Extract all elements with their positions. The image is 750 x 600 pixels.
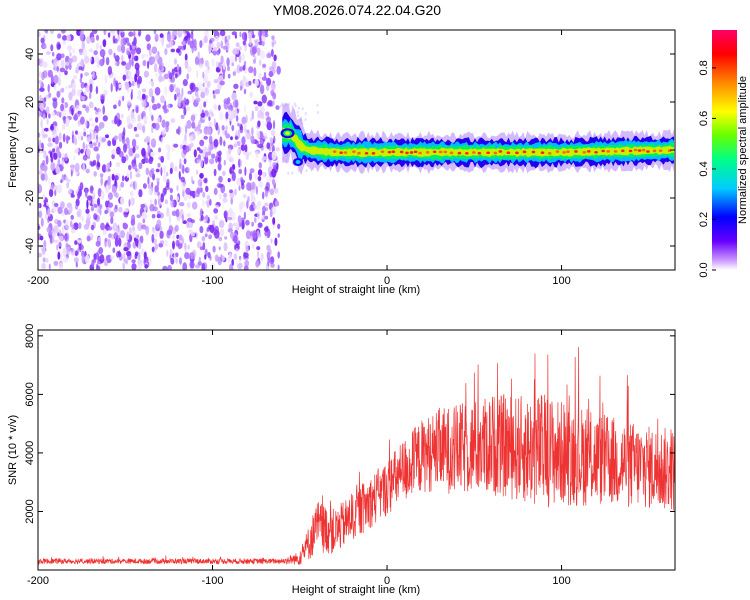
colorbar-tick-label: 0.4 [698,161,710,176]
y-tick-label: 8000 [24,324,36,348]
snr-y-label: SNR (10 * v/v) [7,415,19,485]
x-tick-label: -200 [27,275,49,287]
noise-region [38,30,320,270]
x-tick-label: -200 [27,575,49,587]
colorbar-tick-label: 0.6 [698,111,710,126]
spectrogram-y-axis: -40 -20 0 20 40 [24,48,675,254]
x-tick-label: -100 [202,275,224,287]
colorbar-tick-label: 0.0 [698,262,710,277]
y-tick-label: 6000 [24,382,36,406]
y-tick-label: 40 [24,48,36,60]
x-tick-label: 100 [552,575,570,587]
snr-y-axis: 2000 4000 6000 8000 [24,324,675,524]
y-tick-label: 20 [24,96,36,108]
spectrogram-y-label: Frequency (Hz) [7,112,19,188]
y-tick-label: -40 [24,238,36,254]
spectrogram-plot-area [38,30,674,270]
snr-plot-area [38,347,675,566]
colorbar-label: Normalized spectral amplitude [737,76,749,224]
y-tick-label: 4000 [24,441,36,465]
chart-title: YM08.2026.074.22.04.G20 [273,2,441,18]
x-tick-label: 0 [384,275,390,287]
spectrogram-x-label: Height of straight line (km) [292,284,420,296]
x-tick-label: 0 [384,575,390,587]
colorbar-axis: 0.0 0.2 0.4 0.6 0.8 [698,60,716,278]
y-tick-label: 2000 [24,499,36,523]
snr-panel: -200 -100 0 100 2000 4000 6000 8000 Height of … [7,324,676,596]
y-tick-label: -20 [24,190,36,206]
colorbar-gradient [712,30,737,270]
spectrogram-x-axis: -200 -100 0 100 [27,30,571,287]
signal-band [280,103,674,176]
x-tick-label: -100 [202,575,224,587]
colorbar-tick-label: 0.8 [698,60,710,75]
x-tick-label: 100 [552,275,570,287]
snr-frame [37,329,676,571]
y-tick-label: 0 [24,147,36,153]
colorbar: 0.0 0.2 0.4 0.6 0.8 Normalized spectral ampl… [698,30,749,278]
snr-series-line [38,347,675,566]
snr-x-label: Height of straight line (km) [292,584,420,596]
snr-x-axis: -200 -100 0 100 [27,330,571,587]
colorbar-tick-label: 0.2 [698,212,710,227]
